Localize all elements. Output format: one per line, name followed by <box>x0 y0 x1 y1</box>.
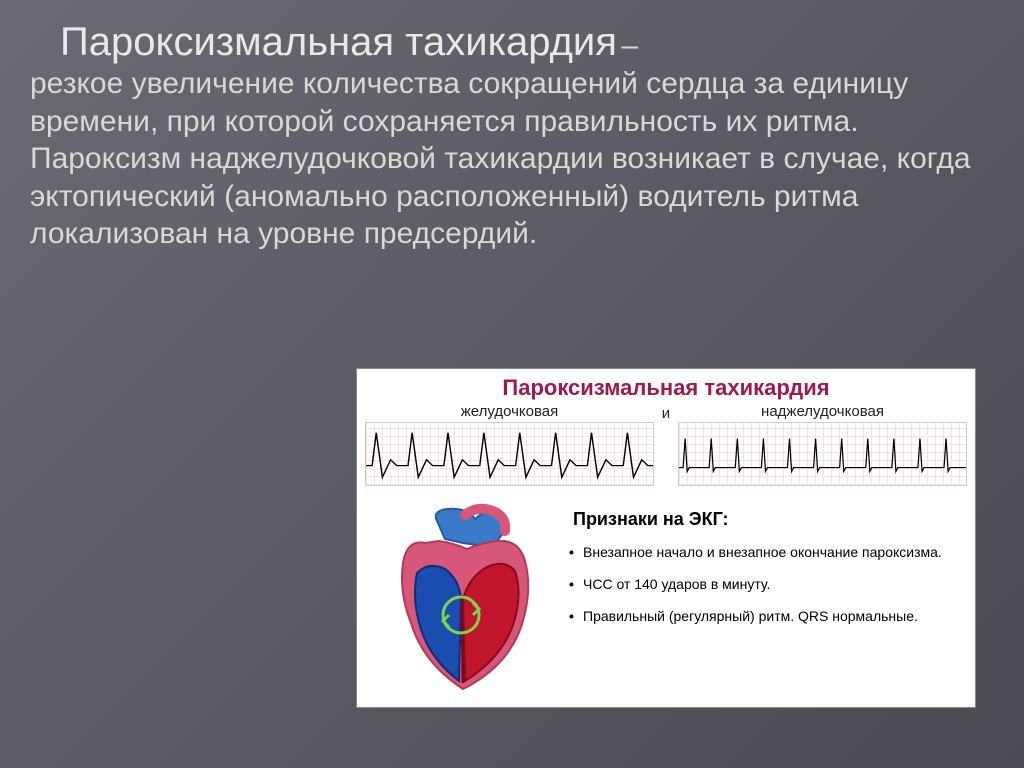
signs-title: Признаки на ЭКГ: <box>573 509 965 530</box>
slide-body: резкое увеличение количества сокращений … <box>30 65 994 253</box>
ecg-ventricular-trace <box>366 423 653 485</box>
title-row: Пароксизмальная тахикардия – <box>30 20 994 65</box>
figure-lower: Признаки на ЭКГ: Внезапное начало и внез… <box>357 493 975 713</box>
figure-title: Пароксизмальная тахикардия <box>357 369 975 403</box>
ecg-supraventricular-trace <box>679 423 966 485</box>
heart-diagram <box>367 503 557 703</box>
ecg-ventricular-col: желудочковая <box>365 403 654 493</box>
slide-title: Пароксизмальная тахикардия <box>60 20 617 64</box>
ecg-supraventricular-col: наджелудочковая <box>678 403 967 493</box>
ecg-supraventricular-label: наджелудочковая <box>678 403 967 422</box>
ecg-row: желудочковая и наджелудочковая <box>357 403 975 493</box>
ecg-supraventricular-box <box>678 422 967 486</box>
sign-item: Правильный (регулярный) ритм. QRS нормал… <box>573 608 965 624</box>
ecg-ventricular-box <box>365 422 654 486</box>
sign-item: Внезапное начало и внезапное окончание п… <box>573 544 965 560</box>
figure-panel: Пароксизмальная тахикардия желудочковая … <box>356 368 976 708</box>
sign-item: ЧСС от 140 ударов в минуту. <box>573 576 965 592</box>
ecg-ventricular-label: желудочковая <box>365 403 654 422</box>
info-column: Признаки на ЭКГ: Внезапное начало и внез… <box>567 493 975 713</box>
ecg-separator: и <box>654 403 678 493</box>
title-dash: – <box>621 29 638 62</box>
slide: Пароксизмальная тахикардия – резкое увел… <box>0 0 1024 768</box>
heart-column <box>357 493 567 713</box>
